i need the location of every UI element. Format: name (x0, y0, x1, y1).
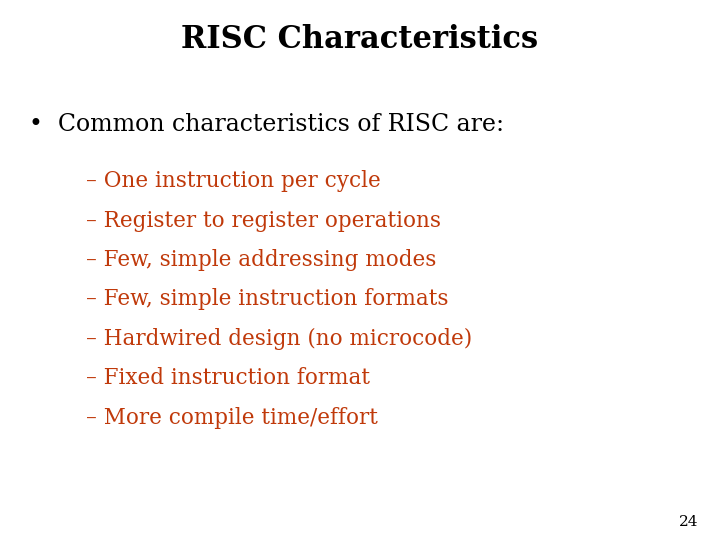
Text: •  Common characteristics of RISC are:: • Common characteristics of RISC are: (29, 113, 504, 137)
Text: – One instruction per cycle: – One instruction per cycle (86, 170, 381, 192)
Text: – Register to register operations: – Register to register operations (86, 210, 441, 232)
Text: – Hardwired design (no microcode): – Hardwired design (no microcode) (86, 328, 472, 350)
Text: 24: 24 (679, 515, 698, 529)
Text: – Fixed instruction format: – Fixed instruction format (86, 367, 370, 389)
Text: – Few, simple addressing modes: – Few, simple addressing modes (86, 249, 437, 271)
Text: RISC Characteristics: RISC Characteristics (181, 24, 539, 55)
Text: – More compile time/effort: – More compile time/effort (86, 407, 378, 429)
Text: – Few, simple instruction formats: – Few, simple instruction formats (86, 288, 449, 310)
